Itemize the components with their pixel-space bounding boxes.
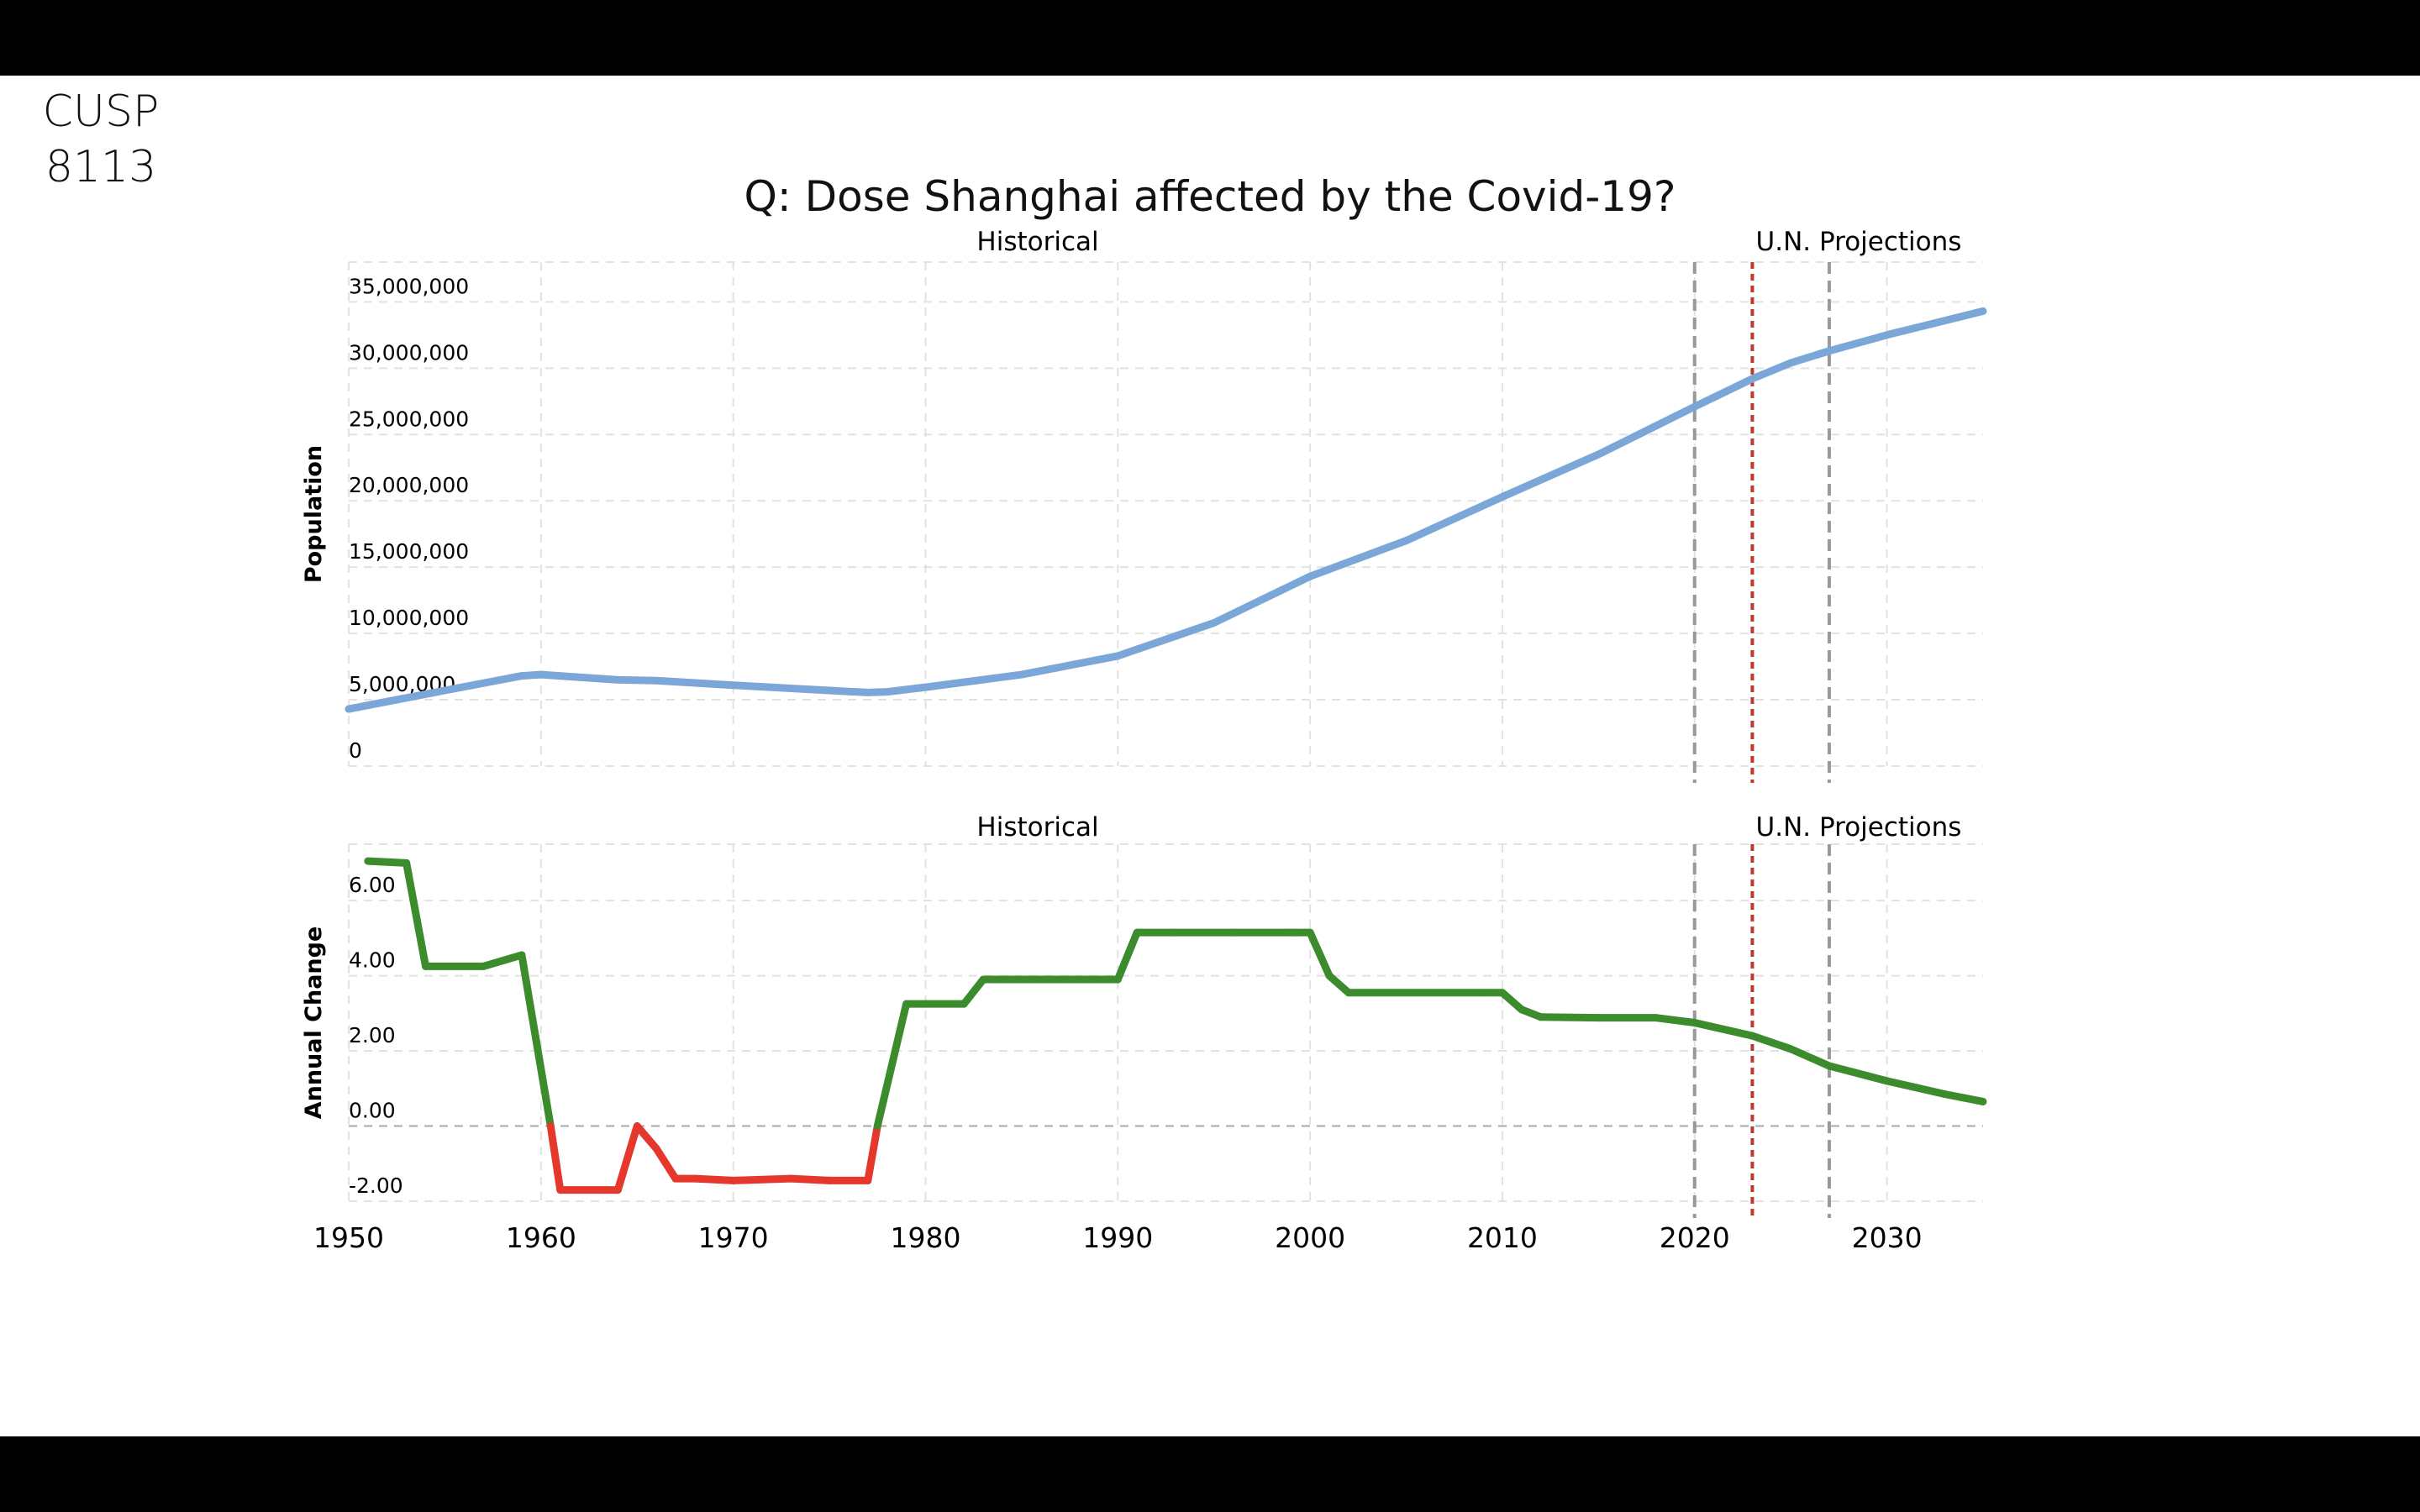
y-tick-label: 20,000,000 [349, 473, 469, 497]
annual-change-segment-positive [1691, 1019, 1756, 1040]
annual-change-segment-positive [1786, 1045, 1833, 1070]
annual-change-segment-positive [1940, 1090, 1987, 1105]
annual-change-segment-negative [691, 1174, 738, 1184]
y-tick-label: 0 [349, 738, 362, 763]
y-axis-label: Annual Change [301, 927, 327, 1120]
y-tick-label: 25,000,000 [349, 407, 469, 431]
x-tick-label: 2000 [1275, 1221, 1345, 1254]
y-tick-label: 2.00 [349, 1023, 396, 1047]
annual-change-segment-positive [1498, 989, 1526, 1014]
x-tick-label: 1960 [506, 1221, 576, 1254]
y-tick-label: 10,000,000 [349, 606, 469, 630]
region-label-projections: U.N. Projections [1756, 227, 1962, 257]
annual-change-segment-positive [1748, 1032, 1795, 1053]
annual-change-segment-negative [613, 1122, 641, 1194]
x-tick-label: 2020 [1660, 1221, 1730, 1254]
y-tick-label: 30,000,000 [349, 340, 469, 365]
annual-change-segment-positive [960, 975, 987, 1008]
annual-change-segment-positive [873, 1000, 911, 1131]
annual-change-segment-positive [518, 951, 555, 1131]
annual-change-segment-negative [652, 1144, 680, 1183]
annual-change-segment-positive [1306, 928, 1334, 980]
annual-change-segment-positive [1883, 1077, 1949, 1098]
y-axis-label: Population [301, 445, 327, 583]
y-tick-label: 4.00 [349, 948, 396, 973]
y-tick-label: 0.00 [349, 1099, 396, 1123]
annual-change-segment-positive [1652, 1014, 1699, 1026]
x-tick-label: 1950 [313, 1221, 384, 1254]
course-number: 8113 [45, 142, 157, 192]
annual-change-segment-positive [1537, 1013, 1602, 1022]
annual-change-segment-positive [364, 857, 411, 867]
y-tick-label: 6.00 [349, 873, 396, 897]
annual-change-segment-negative [864, 1122, 881, 1184]
x-tick-label: 1970 [698, 1221, 769, 1254]
region-label-projections: U.N. Projections [1756, 812, 1962, 843]
annual-change-segment-negative [633, 1122, 660, 1152]
top-letterbox-bar [0, 0, 2420, 76]
x-tick-label: 2010 [1467, 1221, 1538, 1254]
y-tick-label: 15,000,000 [349, 539, 469, 564]
annual-change-segment-negative [546, 1122, 565, 1194]
region-label-historical: Historical [976, 812, 1098, 843]
course-name: CUSP [42, 87, 160, 137]
annual-change-segment-negative [729, 1174, 795, 1184]
annual-change-segment-positive [1113, 928, 1141, 984]
annual-change-segment-negative [786, 1174, 834, 1184]
y-tick-label: 35,000,000 [349, 274, 469, 298]
x-tick-label: 1980 [890, 1221, 960, 1254]
annual-change-segment-positive [1825, 1062, 1891, 1085]
annual-change-segment-positive [479, 951, 526, 970]
annual-change-segment-positive [402, 858, 430, 970]
x-tick-label: 2030 [1852, 1221, 1923, 1254]
course-label: CUSP 8113 [34, 84, 168, 195]
bottom-letterbox-bar [0, 1436, 2420, 1512]
slide-title: Q: Dose Shanghai affected by the Covid-1… [744, 172, 1676, 221]
region-label-historical: Historical [976, 227, 1098, 257]
x-tick-label: 1990 [1082, 1221, 1153, 1254]
y-tick-label: -2.00 [349, 1173, 403, 1198]
annual-change-segment-positive [1325, 972, 1353, 997]
population-line [345, 307, 1987, 713]
